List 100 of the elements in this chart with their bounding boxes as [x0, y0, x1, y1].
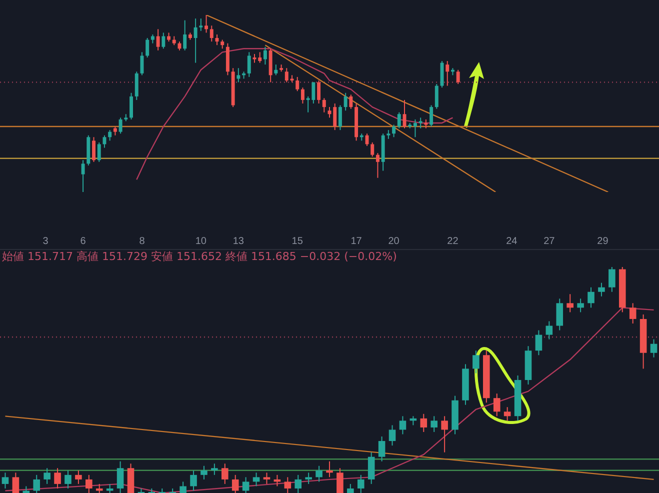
candlestick: [252, 472, 260, 487]
candlestick: [420, 413, 428, 432]
candlestick: [116, 460, 124, 493]
candlestick: [347, 483, 354, 493]
candlestick: [108, 130, 112, 142]
x-tick-label: 13: [232, 236, 244, 247]
candlestick: [357, 474, 364, 493]
candlestick: [349, 94, 353, 110]
candlestick: [211, 463, 218, 476]
candlestick: [284, 476, 292, 493]
candlestick: [370, 142, 374, 158]
candlestick: [316, 465, 322, 482]
candlestick: [284, 68, 288, 83]
candlestick: [221, 463, 228, 484]
candlestick: [472, 350, 480, 374]
candlestick: [258, 52, 262, 64]
candlestick: [75, 470, 82, 484]
candlestick: [598, 282, 605, 297]
candlestick: [399, 416, 406, 435]
candlestick: [146, 38, 150, 58]
candlestick: [300, 87, 304, 104]
candlestick: [650, 338, 658, 358]
candlestick: [296, 76, 300, 92]
x-tick-label: 15: [292, 236, 304, 247]
candlestick: [338, 104, 342, 131]
candlestick: [430, 104, 434, 128]
candlestick: [96, 483, 103, 493]
candlestick: [156, 28, 160, 51]
candlestick: [629, 302, 636, 324]
candlestick: [12, 472, 20, 493]
candlestick: [546, 320, 553, 340]
candlestick: [566, 294, 574, 313]
candlestick: [333, 103, 337, 131]
candlestick: [97, 142, 101, 162]
candlestick: [242, 476, 250, 493]
candlestick: [134, 71, 138, 100]
x-tick-label: 24: [506, 236, 518, 247]
candlestick: [33, 474, 40, 493]
candlestick: [577, 298, 584, 313]
candlestick: [588, 286, 594, 308]
candlestick: [368, 452, 375, 484]
candlestick: [236, 68, 240, 83]
candlestick: [215, 34, 219, 46]
candlestick: [434, 84, 438, 110]
x-tick-label: 8: [139, 236, 146, 247]
candlestick: [608, 266, 616, 292]
candlestick: [200, 465, 208, 480]
candlestick: [456, 69, 460, 85]
candlestick: [446, 60, 450, 86]
candlestick: [392, 124, 396, 138]
candlestick: [204, 14, 208, 34]
candlestick: [183, 20, 187, 51]
x-tick-label: 22: [447, 236, 459, 247]
candlestick: [118, 117, 122, 134]
x-tick-label: 10: [195, 236, 207, 247]
candlestick: [199, 18, 203, 32]
candlestick: [317, 80, 321, 104]
candlestick: [413, 118, 417, 138]
candlestick: [64, 470, 72, 489]
candlestick: [162, 32, 166, 50]
candlestick: [81, 160, 85, 192]
candlestick: [274, 64, 278, 76]
candlestick: [440, 60, 444, 88]
candlestick: [376, 152, 380, 178]
candlestick: [441, 416, 448, 453]
candlestick: [322, 98, 326, 113]
candlestick: [535, 330, 542, 356]
x-tick-label: 29: [597, 236, 609, 247]
candlestick: [493, 393, 500, 417]
candlestick: [247, 52, 251, 78]
candlestick: [305, 472, 312, 484]
candlestick: [397, 112, 401, 129]
candlestick: [378, 436, 386, 462]
candlestick: [263, 472, 270, 484]
candlestick: [180, 481, 186, 493]
candlestick: [86, 474, 92, 493]
candlestick: [54, 468, 61, 489]
candlestick: [263, 46, 267, 66]
candlestick: [232, 474, 239, 493]
x-tick-label: 3: [42, 236, 49, 247]
candlestick: [344, 92, 348, 112]
candlestick: [130, 92, 134, 120]
candlestick: [556, 298, 564, 331]
chart-subtitle: 始値 151.717 高値 151.729 安値 151.652 終値 151.685 −0.032 (−0.02%): [1, 250, 398, 264]
candlestick: [326, 460, 333, 478]
candlestick: [194, 18, 198, 64]
candlestick: [430, 416, 438, 432]
candlestick: [504, 406, 511, 422]
candlestick: [140, 52, 144, 76]
x-tick-label: 27: [544, 236, 556, 247]
candlestick: [2, 472, 9, 489]
x-tick-label: 20: [388, 236, 400, 247]
candlestick: [92, 136, 96, 162]
x-tick-label: 6: [80, 236, 86, 247]
candlestick: [388, 424, 396, 446]
candlestick: [294, 474, 302, 493]
x-tick-label: 17: [350, 236, 362, 247]
candlestick: [418, 117, 422, 129]
candlestick: [44, 468, 50, 484]
candlestick: [190, 470, 197, 492]
